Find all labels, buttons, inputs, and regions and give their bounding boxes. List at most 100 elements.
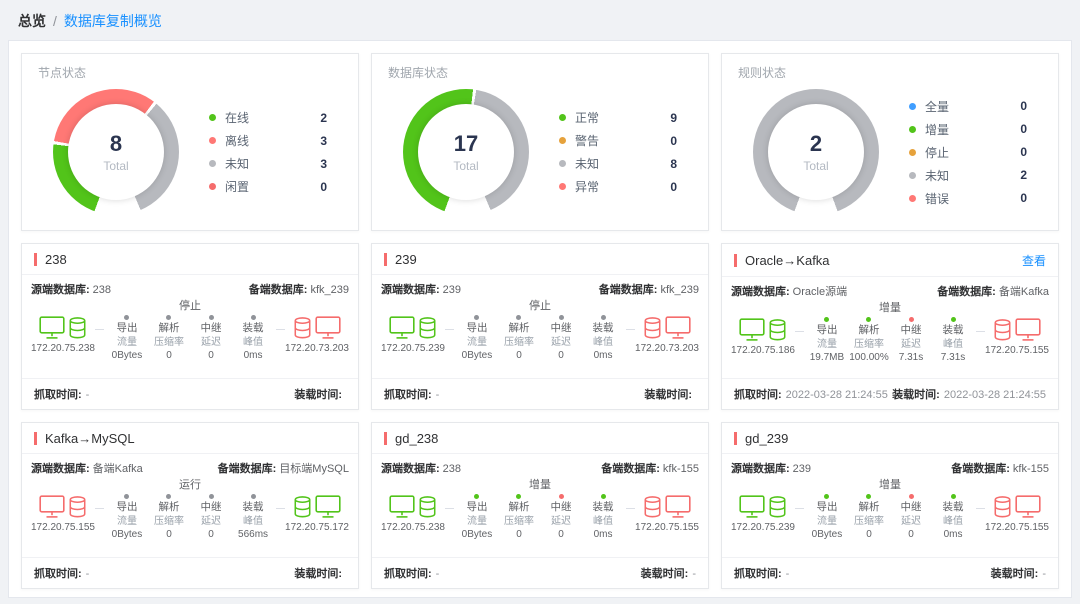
replication-card-header: 238: [22, 244, 358, 275]
pipeline-stage: 装载 峰值 0ms: [932, 494, 974, 541]
replication-card-footer: 抓取时间: 2022-03-28 21:24:55 装载时间: 2022-03-28…: [722, 378, 1058, 409]
metric-label: 峰值: [593, 337, 614, 348]
stage-status-dot-icon: [124, 315, 130, 320]
pipeline-connector: [626, 508, 636, 509]
pipeline-stages: 停止 导出 流量 0Bytes 解析 压缩率 0 中继 延迟 0 装载 峰值 0…: [454, 300, 626, 362]
metric-value: 7.31s: [898, 352, 924, 363]
metric-value: 0Bytes: [461, 350, 493, 361]
replication-card-body: 源端数据库: Oracle源端 备端数据库: 备端Kafka: [722, 277, 1058, 378]
host-monitor-icon: [1015, 495, 1041, 519]
status-card: 规则状态 2 Total 全量 0 增量 0 停止 0 未知 2 错误 0: [721, 53, 1059, 231]
replication-status: 停止: [529, 300, 551, 312]
legend-dot-icon: [209, 114, 216, 121]
fetch-time: 抓取时间: 2022-03-28 21:24:55: [734, 389, 888, 401]
stage-label: 解析: [508, 322, 530, 334]
host-monitor-icon: [739, 495, 765, 519]
replication-card-header: Oracle→Kafka 查看: [722, 244, 1058, 277]
pipeline-stage: 装载 峰值 566ms: [232, 494, 274, 541]
pipeline-stage: 中继 延迟 0: [890, 494, 932, 541]
metric-value: 0: [558, 350, 564, 361]
database-icon: [418, 316, 437, 340]
legend-item: 未知 2: [909, 167, 1027, 184]
pipeline-stage: 解析 压缩率 0: [148, 315, 190, 362]
source-endpoint: 172.20.75.238: [31, 316, 95, 362]
stage-label: 装载: [592, 322, 614, 334]
pipeline-stages: 增量 导出 流量 19.7MB 解析 压缩率 100.00% 中继 延迟 7.3…: [804, 302, 976, 364]
target-endpoint: 172.20.75.155: [635, 495, 699, 541]
replication-card-header: Kafka→MySQL: [22, 423, 358, 454]
metric-label: 峰值: [243, 516, 264, 527]
legend-label: 停止: [925, 145, 950, 160]
view-link[interactable]: 查看: [1021, 254, 1046, 268]
legend-item: 异常 0: [559, 178, 677, 195]
pipeline-connector: [276, 508, 286, 509]
target-db: 备端数据库: kfk_239: [248, 284, 349, 296]
database-icon: [993, 318, 1012, 342]
source-endpoint: 172.20.75.239: [731, 495, 795, 541]
host-monitor-icon: [739, 318, 765, 342]
stage-status-dot-icon: [250, 315, 256, 320]
legend-label: 正常: [575, 111, 600, 125]
legend-item: 闲置 0: [209, 178, 327, 195]
metric-label: 压缩率: [153, 337, 184, 348]
pipeline-stage: 中继 延迟 0: [190, 494, 232, 541]
breadcrumb: 总览 / 数据库复制概览: [0, 0, 1080, 40]
legend-value: 8: [670, 156, 677, 171]
replication-pipeline: 172.20.75.155 运行 导出 流量 0Bytes 解析 压缩率 0 中…: [31, 479, 349, 541]
stage-status-dot-icon: [950, 317, 956, 322]
replication-card-title: gd_239: [745, 431, 789, 446]
load-time: 装载时间: -: [640, 568, 696, 580]
source-endpoint: 172.20.75.238: [381, 495, 445, 541]
fetch-time: 抓取时间: -: [34, 389, 90, 401]
pipeline-stage: 导出 流量 19.7MB: [806, 317, 848, 364]
target-db: 备端数据库: 目标端MySQL: [217, 463, 349, 475]
legend-label: 异常: [575, 180, 600, 194]
pipeline-stage: 导出 流量 0Bytes: [806, 494, 848, 541]
source-ip: 172.20.75.239: [381, 343, 445, 354]
metric-value: 0Bytes: [111, 350, 143, 361]
stage-status-dot-icon: [600, 494, 606, 499]
metric-value: 0ms: [243, 350, 263, 361]
legend-item: 警告 0: [559, 132, 677, 149]
stage-label: 装载: [942, 324, 964, 336]
replication-status: 增量: [879, 479, 901, 491]
metric-label: 峰值: [943, 516, 964, 527]
legend-item: 未知 3: [209, 155, 327, 172]
stage-label: 导出: [116, 501, 138, 513]
stage-status-dot-icon: [558, 494, 564, 499]
pipeline-connector: [444, 508, 454, 509]
metric-label: 流量: [116, 337, 137, 348]
pipeline-stage: 导出 流量 0Bytes: [106, 315, 148, 362]
pipeline-connector: [794, 331, 804, 332]
metric-value: 0: [558, 529, 564, 540]
stage-label: 导出: [116, 322, 138, 334]
replication-card-footer: 抓取时间: - 装载时间:: [22, 378, 358, 409]
title-accent-bar: [34, 253, 37, 266]
metric-value: 566ms: [238, 529, 269, 540]
donut-total-value: 8: [109, 131, 123, 156]
stage-label: 解析: [858, 501, 880, 513]
donut-center: 2 Total: [768, 104, 864, 200]
replication-pipeline: 172.20.75.186 增量 导出 流量 19.7MB 解析 压缩率 100…: [731, 302, 1049, 364]
metric-value: 0: [516, 350, 522, 361]
database-names-row: 源端数据库: 239 备端数据库: kfk-155: [731, 460, 1049, 476]
database-icon: [418, 495, 437, 519]
pipeline-stage: 装载 峰值 7.31s: [932, 317, 974, 364]
legend-value: 3: [320, 156, 327, 171]
database-icon: [768, 318, 787, 342]
title-accent-bar: [384, 432, 387, 445]
breadcrumb-current[interactable]: 数据库复制概览: [63, 13, 162, 29]
pipeline-connector: [794, 508, 804, 509]
legend-dot-icon: [909, 171, 916, 179]
breadcrumb-root[interactable]: 总览: [18, 13, 46, 29]
content-panel: 节点状态 8 Total 在线 2 离线 3 未知 3 闲置 0 数据库状态: [8, 40, 1072, 598]
source-endpoint: 172.20.75.155: [31, 495, 95, 541]
metric-value: 0: [208, 529, 214, 540]
target-db: 备端数据库: kfk-155: [601, 463, 699, 475]
metric-label: 流量: [466, 516, 487, 527]
donut-total-label: Total: [103, 159, 129, 173]
metric-value: 0: [866, 529, 872, 540]
host-monitor-icon: [389, 316, 415, 340]
target-ip: 172.20.73.203: [635, 343, 699, 354]
replication-pipeline: 172.20.75.238 增量 导出 流量 0Bytes 解析 压缩率 0 中…: [381, 479, 699, 541]
